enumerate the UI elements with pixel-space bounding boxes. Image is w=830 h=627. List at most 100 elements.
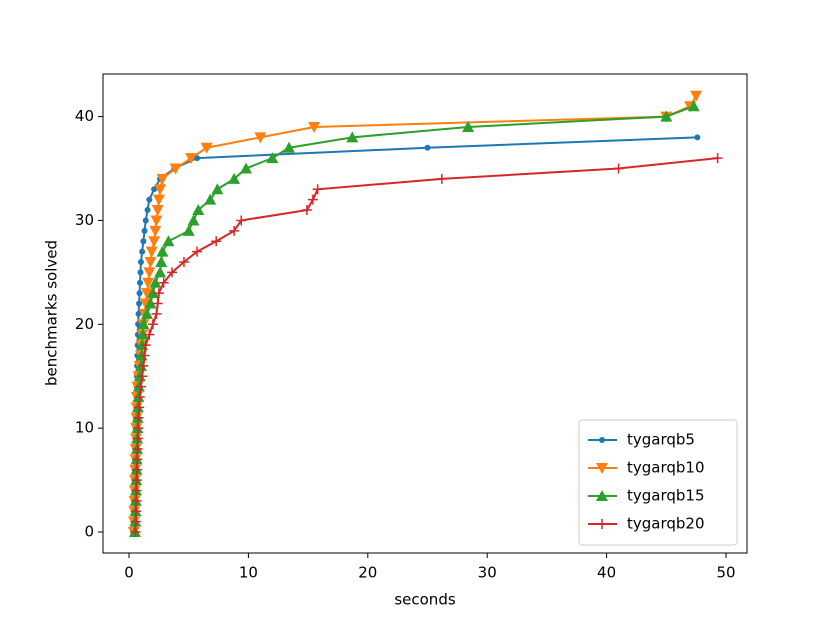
point [153, 288, 164, 299]
point [307, 194, 318, 205]
point [137, 258, 144, 265]
point [140, 340, 151, 351]
point [132, 454, 143, 465]
point [143, 267, 156, 279]
point [139, 248, 146, 255]
point [156, 245, 169, 257]
point [308, 121, 321, 133]
point [132, 443, 143, 454]
x-axis-label: seconds [394, 591, 455, 609]
point [194, 155, 201, 162]
point [131, 506, 142, 517]
point [154, 266, 167, 278]
point [144, 207, 151, 214]
point [138, 360, 149, 371]
point [167, 267, 178, 278]
point [142, 217, 149, 224]
point [228, 172, 241, 184]
point [436, 173, 447, 184]
point [137, 318, 150, 330]
point [158, 277, 169, 288]
point [131, 475, 142, 486]
point [152, 194, 165, 206]
point [192, 204, 205, 216]
point [135, 310, 142, 317]
legend-marker [597, 519, 607, 529]
point [144, 297, 157, 309]
point [178, 256, 189, 267]
point [312, 184, 323, 195]
point [147, 319, 158, 330]
x-tick-label: 0 [124, 564, 134, 582]
point [283, 141, 296, 153]
point [151, 308, 162, 319]
point [152, 298, 163, 309]
legend-label: tygarqb10 [627, 459, 705, 477]
point [137, 371, 148, 382]
point [136, 300, 143, 307]
point [134, 402, 145, 413]
x-tick-label: 10 [239, 564, 258, 582]
point [144, 256, 157, 268]
point [137, 279, 144, 286]
point [240, 162, 253, 174]
legend-marker [596, 463, 608, 474]
point [254, 132, 267, 144]
point [133, 412, 144, 423]
point [204, 193, 217, 205]
point [146, 287, 159, 299]
point [346, 131, 359, 143]
legend-marker [599, 437, 605, 443]
point [132, 433, 143, 444]
point [156, 173, 169, 185]
point [236, 215, 247, 226]
point [140, 238, 147, 245]
point [192, 246, 203, 257]
point [200, 142, 213, 154]
legend-label: tygarqb15 [627, 487, 705, 505]
point [149, 225, 162, 237]
point [131, 485, 142, 496]
point [462, 120, 475, 132]
legend: tygarqb5 tygarqb10 tygarqb15 tygarqb20 [578, 419, 738, 546]
y-tick-label: 30 [75, 211, 94, 229]
point [136, 290, 143, 297]
point [149, 276, 162, 288]
y-tick-label: 40 [75, 107, 94, 125]
point [712, 153, 723, 164]
point [687, 100, 700, 112]
point [211, 236, 222, 247]
point [185, 153, 198, 165]
point [130, 516, 141, 527]
point [301, 205, 312, 216]
legend-marker [596, 490, 608, 501]
x-tick-label: 40 [597, 564, 616, 582]
point [146, 196, 153, 203]
point [150, 215, 163, 227]
point [137, 269, 144, 276]
point [182, 224, 195, 236]
x-tick-label: 30 [478, 564, 497, 582]
point [130, 527, 141, 538]
point [131, 495, 142, 506]
point [132, 464, 143, 475]
point [690, 90, 703, 102]
x-tick-label: 20 [358, 564, 377, 582]
legend-label: tygarqb5 [627, 431, 695, 449]
point [145, 246, 158, 258]
legend-label: tygarqb20 [627, 515, 705, 533]
point [133, 423, 144, 434]
point [139, 350, 150, 361]
legend-box [578, 419, 738, 546]
point [148, 236, 161, 248]
point [162, 235, 175, 247]
point [134, 392, 145, 403]
point [169, 163, 182, 175]
y-tick-label: 20 [75, 315, 94, 333]
point [694, 134, 701, 141]
point [187, 214, 200, 226]
point [142, 277, 155, 289]
point [266, 152, 279, 164]
point [141, 227, 148, 234]
